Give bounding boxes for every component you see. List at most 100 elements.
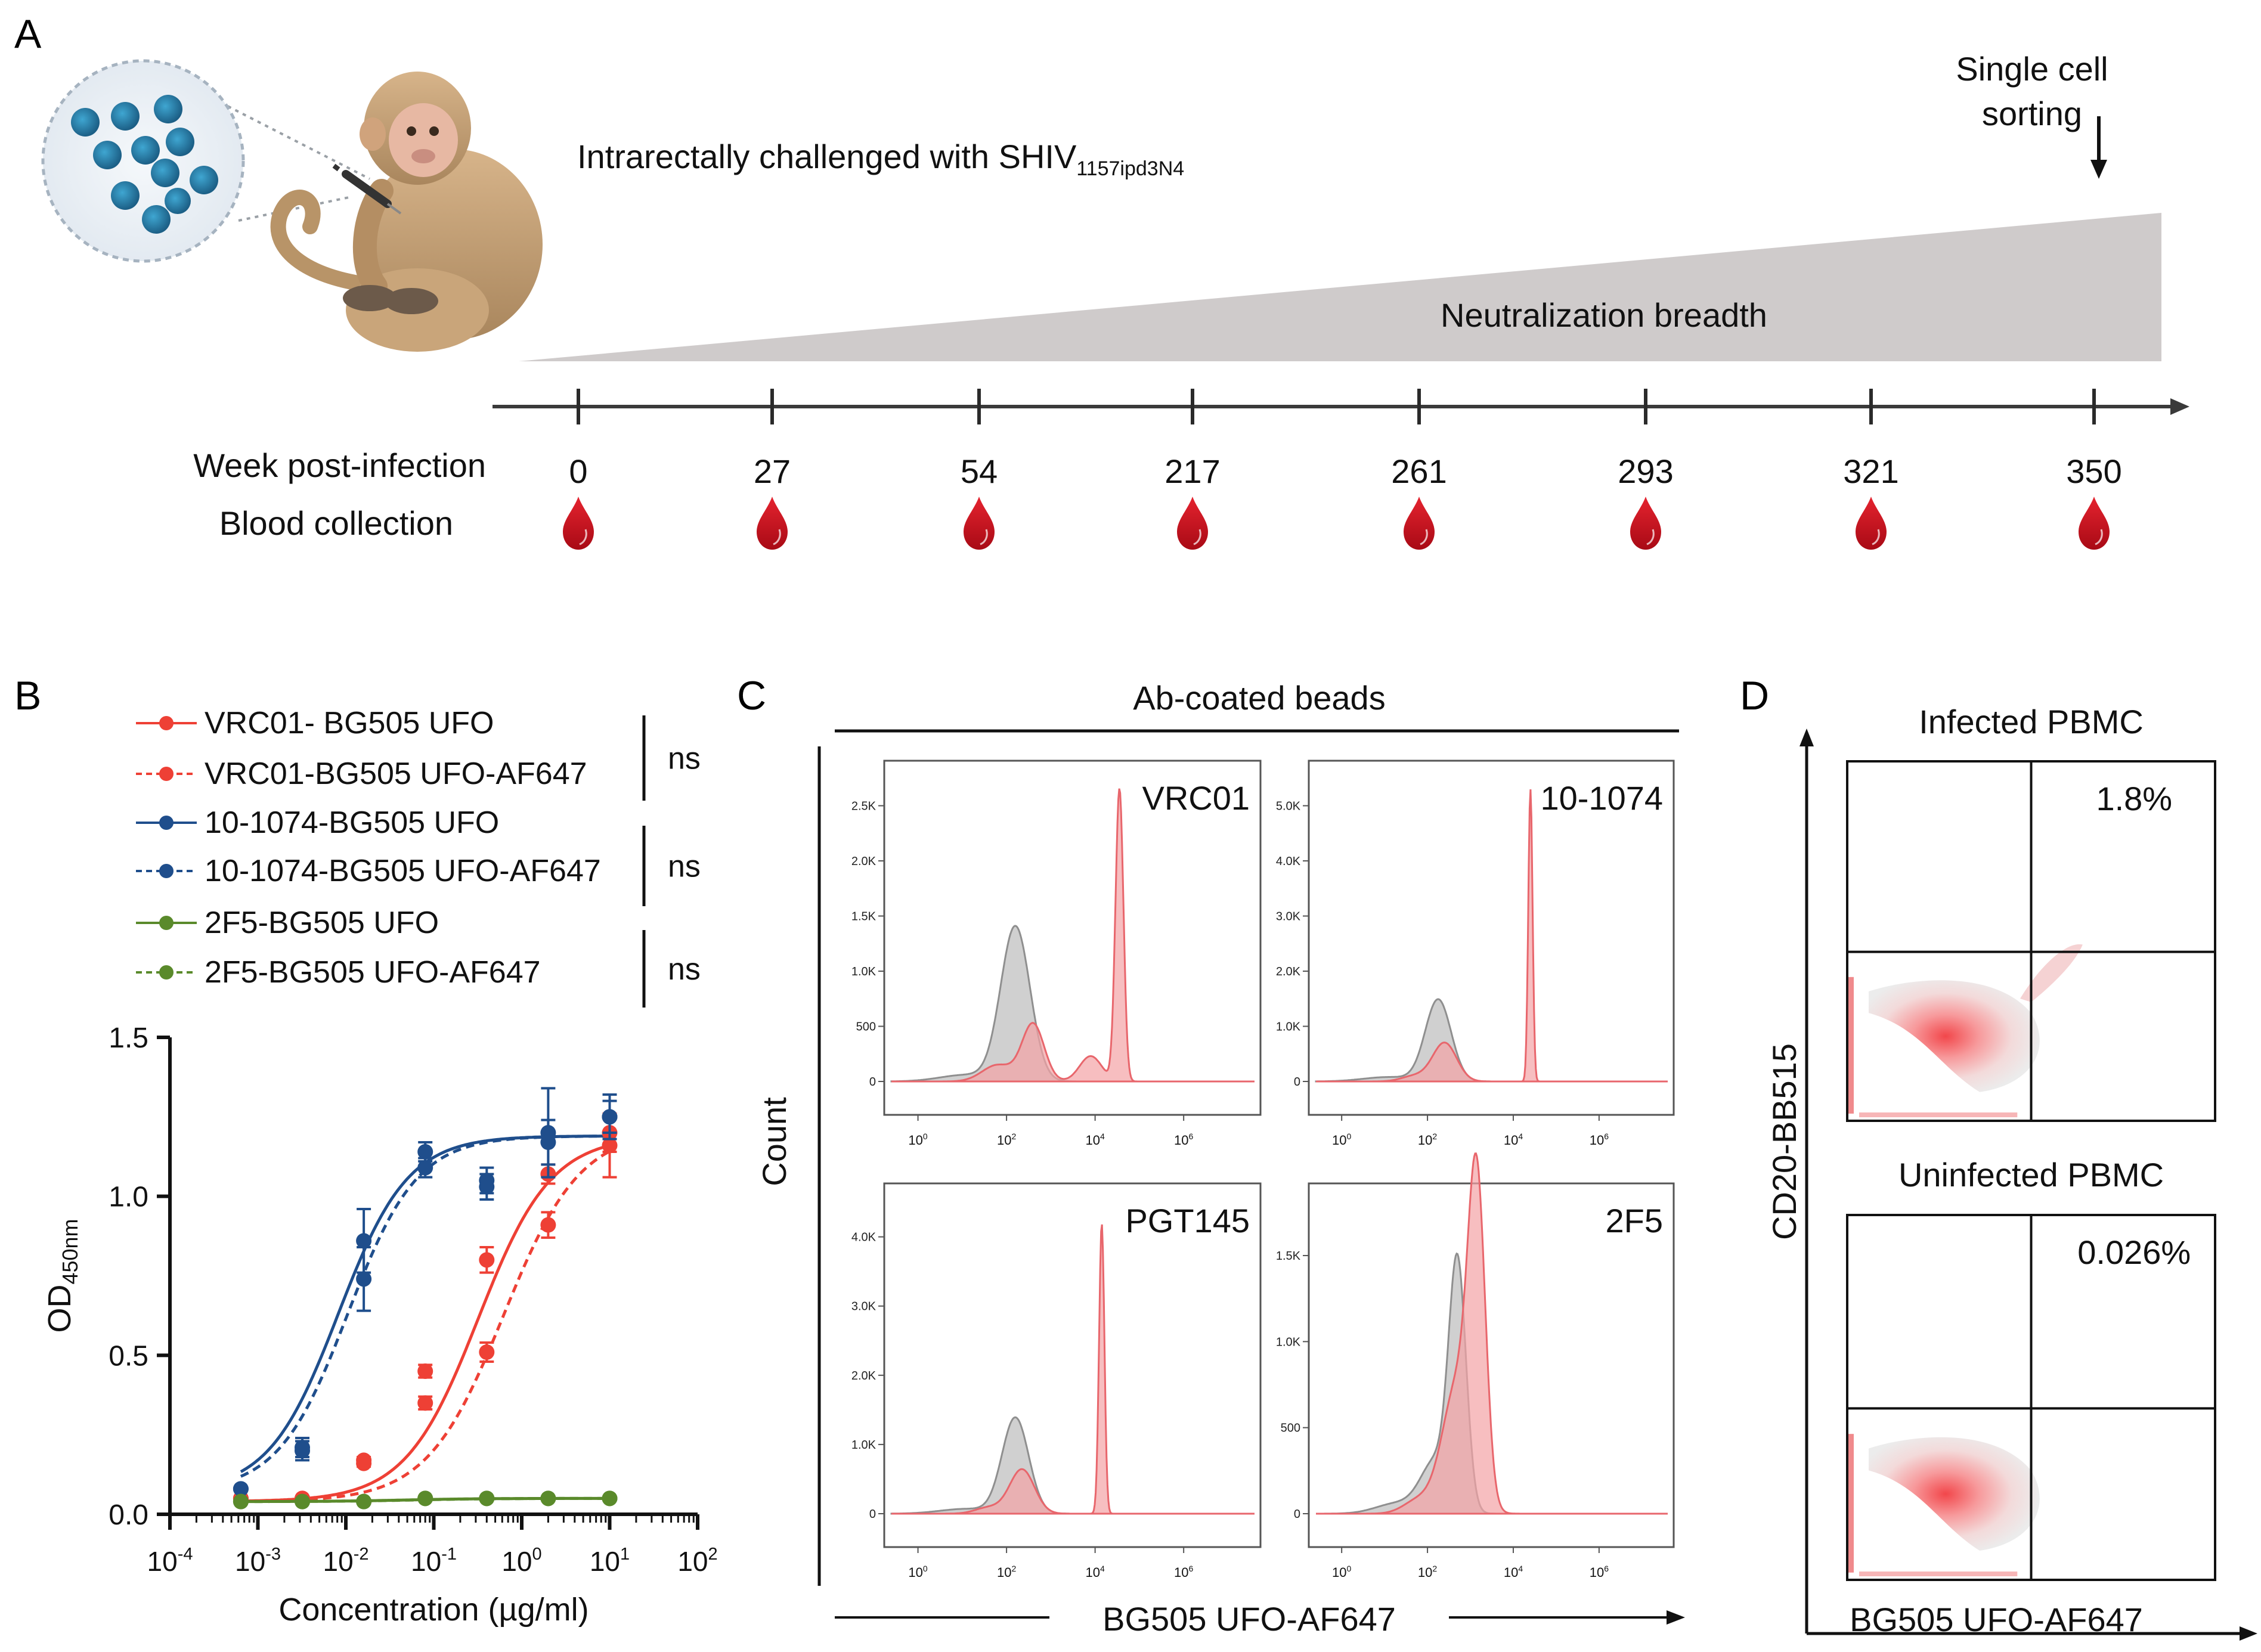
week-label: Week post-infection: [193, 447, 486, 484]
data-point: [602, 1490, 618, 1507]
density-cloud: [1869, 1437, 2040, 1551]
hist-x-tick-label: 104: [1085, 1132, 1104, 1148]
axis-edge-events: [1859, 1112, 2018, 1117]
hist-x-tick-label: 104: [1504, 1132, 1523, 1148]
hist-x-tick-label-base: 10: [1504, 1565, 1518, 1580]
antibody-histogram: [1316, 1152, 1668, 1515]
x-tick-label-exponent: -2: [354, 1545, 369, 1564]
hist-x-tick-label-exponent: 0: [923, 1132, 928, 1141]
hist-x-tick-label: 100: [1332, 1564, 1351, 1580]
hist-x-tick-label-exponent: 6: [1604, 1132, 1609, 1141]
x-tick-label-exponent: -1: [441, 1545, 457, 1564]
x-tick-label: 10-1: [411, 1545, 457, 1577]
blood-drop-icon: [1630, 497, 1661, 550]
ns-label: ns: [668, 742, 701, 776]
y-tick-label: 0.0: [109, 1499, 148, 1531]
data-point: [479, 1490, 495, 1507]
hist-x-tick-label-exponent: 2: [1432, 1132, 1437, 1141]
density-plot-title: Infected PBMC: [1919, 703, 2144, 740]
x-tick-label-base: 10: [501, 1546, 532, 1577]
x-tick-label: 10-2: [323, 1545, 369, 1577]
week-value: 350: [2066, 452, 2121, 490]
hist-y-tick-label: 4.0K: [1276, 855, 1301, 868]
week-value: 0: [569, 452, 587, 490]
hist-y-tick-label: 0: [1294, 1508, 1300, 1521]
y-axis-title-main: OD: [42, 1285, 78, 1333]
antibody-histogram: [1316, 789, 1668, 1083]
data-point: [356, 1271, 372, 1287]
blood-drop-highlight: [773, 529, 781, 545]
hist-x-tick-label: 104: [1504, 1564, 1523, 1580]
hist-x-tick-label-exponent: 0: [1347, 1564, 1352, 1573]
cd20-axis-arrow-icon: [1799, 729, 1814, 746]
count-axis-title: Count: [755, 1097, 793, 1186]
hist-x-tick-label-exponent: 6: [1189, 1564, 1194, 1573]
blood-drop-highlight: [980, 529, 988, 545]
hist-x-tick-label: 106: [1174, 1132, 1193, 1148]
hist-y-tick-label: 2.5K: [851, 800, 876, 813]
hist-y-tick-label: 500: [856, 1021, 876, 1034]
x-axis-title: Concentration (µg/ml): [278, 1592, 589, 1628]
gate-percent: 0.026%: [2077, 1233, 2191, 1271]
axis-edge-events: [1859, 1572, 2018, 1576]
hist-y-tick-label: 1.0K: [1276, 1335, 1301, 1349]
hist-y-tick-label: 1.5K: [851, 910, 876, 923]
blood-drop-highlight: [1420, 529, 1428, 545]
axis-edge-events: [1848, 1434, 1854, 1573]
panel-c-label: C: [737, 673, 766, 718]
hist-y-tick-label: 2.0K: [851, 1369, 876, 1383]
blood-drop-highlight: [1193, 529, 1201, 545]
hist-y-tick-label: 2.0K: [851, 855, 876, 868]
data-point: [417, 1363, 433, 1379]
hist-y-tick-label: 0: [869, 1508, 876, 1521]
blood-label: Blood collection: [219, 504, 453, 542]
legend-label: VRC01- BG505 UFO: [205, 706, 494, 740]
hist-x-tick-label-base: 10: [1174, 1133, 1188, 1148]
hist-x-tick-label-exponent: 4: [1100, 1564, 1105, 1573]
data-point: [417, 1490, 433, 1507]
hist-x-tick-label-exponent: 4: [1518, 1132, 1523, 1141]
week-value: 27: [754, 452, 791, 490]
hist-y-tick-label: 5.0K: [1276, 800, 1301, 813]
blood-drop-icon: [964, 497, 995, 550]
x-tick-label-exponent: -4: [178, 1545, 193, 1564]
data-point: [417, 1144, 433, 1160]
x-tick-label: 102: [677, 1545, 717, 1577]
legend-marker-icon: [159, 965, 174, 980]
hist-x-tick-label: 102: [997, 1564, 1016, 1580]
data-point: [479, 1344, 495, 1360]
y-tick-label: 1.0: [109, 1182, 148, 1213]
blood-drop-icon: [2079, 497, 2110, 550]
hist-y-tick-label: 0: [1294, 1075, 1300, 1089]
hist-x-tick-label-exponent: 0: [923, 1564, 928, 1573]
blood-drop-icon: [563, 497, 594, 550]
sorting-label-line2: sorting: [1982, 95, 2082, 132]
x-tick-label-base: 10: [411, 1546, 441, 1577]
panel-b: B VRC01- BG505 UFO VRC01-BG505 UFO-AF647 1…: [14, 673, 718, 1628]
panel-a: A: [14, 11, 2189, 550]
hist-x-tick-label-base: 10: [1332, 1565, 1346, 1580]
x-tick-label-base: 10: [147, 1546, 178, 1577]
x-tick-label: 10-4: [147, 1545, 193, 1577]
y-axis-title-sub: 450nm: [58, 1219, 82, 1284]
histogram-frame: [1308, 760, 1675, 1116]
x-tick-label-exponent: 0: [532, 1545, 542, 1564]
data-point: [356, 1233, 372, 1249]
data-point: [233, 1481, 249, 1497]
hist-x-tick-label: 106: [1174, 1564, 1193, 1580]
density-plot-title: Uninfected PBMC: [1898, 1156, 2164, 1194]
histogram-antibody-label: 10-1074: [1540, 779, 1663, 817]
hist-y-tick-label: 4.0K: [851, 1231, 876, 1244]
virus-magnifier-illustration: [41, 59, 370, 263]
hist-x-tick-label-base: 10: [1085, 1133, 1099, 1148]
syringe-icon: [332, 163, 402, 215]
breadth-label: Neutralization breadth: [1441, 296, 1767, 334]
hist-x-tick-label-exponent: 4: [1100, 1132, 1105, 1141]
ns-label: ns: [668, 952, 701, 987]
hist-x-tick-label-exponent: 0: [1347, 1132, 1352, 1141]
hist-y-tick-label: 3.0K: [851, 1300, 876, 1313]
panel-a-label: A: [14, 11, 42, 57]
fit-curve: [240, 1135, 610, 1473]
density-cloud: [1869, 980, 2040, 1092]
